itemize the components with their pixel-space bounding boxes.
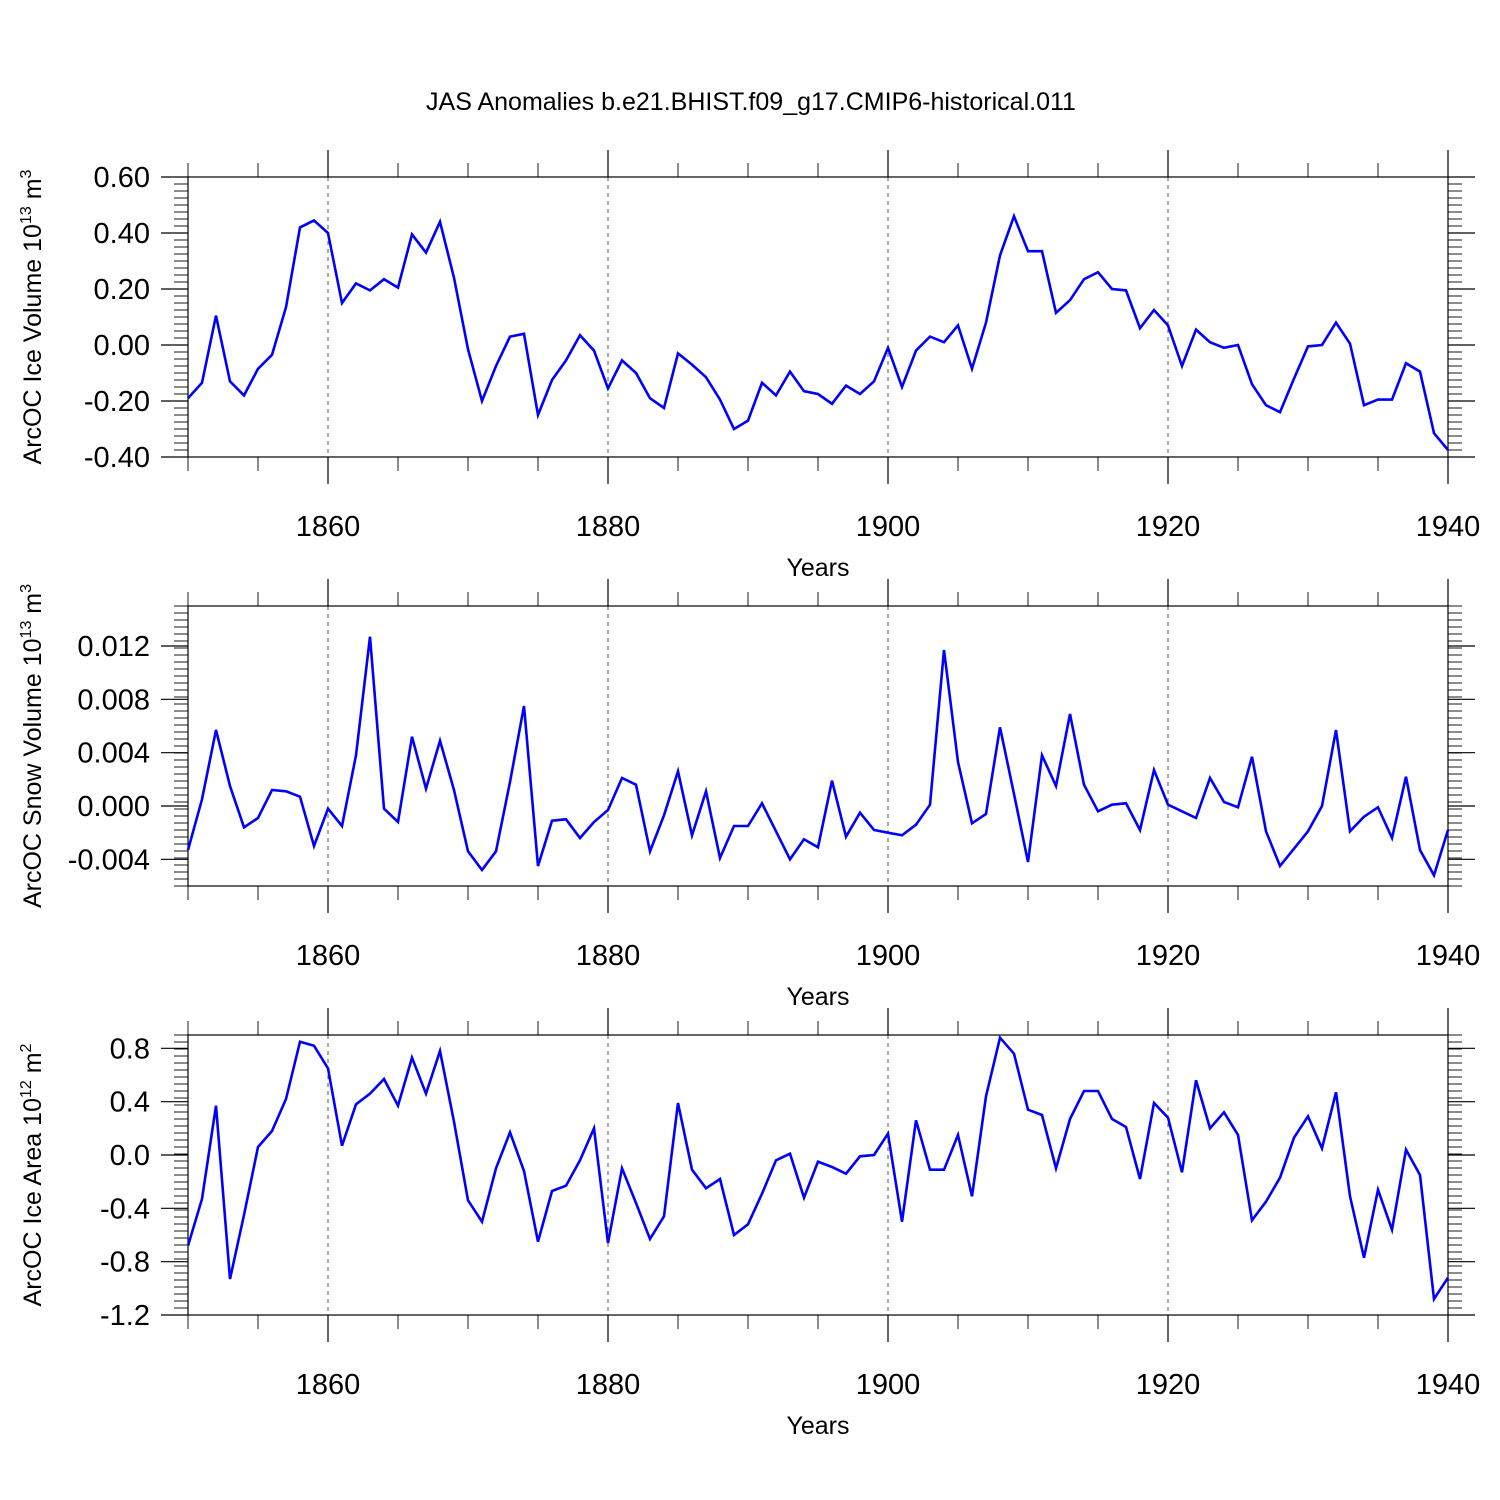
x-tick-label: 1940 <box>1416 511 1481 543</box>
series-line <box>186 636 1450 879</box>
panel-3: -1.2 -0.8 -0.4 0.0 0.4 0.8 1860 1880 1900 1920 194… <box>18 1008 1480 1440</box>
x-tick-label: 1940 <box>1416 1369 1481 1401</box>
series-line <box>187 212 1449 451</box>
x-tick-label: 1880 <box>576 511 641 543</box>
y-tick-label: 0.000 <box>77 791 150 823</box>
y-tick-label: -0.4 <box>100 1193 150 1225</box>
x-tick-label: 1880 <box>576 940 641 972</box>
x-tick-label: 1920 <box>1136 511 1201 543</box>
series-line <box>186 1034 1450 1303</box>
x-tick-label: 1860 <box>296 1369 361 1401</box>
y-tick-label: 0.008 <box>77 684 150 716</box>
y-tick-label: 0.60 <box>94 162 150 194</box>
y-tick-label: -0.40 <box>84 442 150 474</box>
x-tick-label: 1900 <box>856 511 921 543</box>
y-tick-label: -0.004 <box>68 844 150 876</box>
panels: -0.40 -0.20 0.00 0.20 0.40 0.60 1860 1880 1900 19… <box>18 150 1480 1440</box>
x-axis-label: Years <box>786 1412 849 1440</box>
y-axis-label: ArcOC Ice Area 1012 m2 <box>18 1043 47 1306</box>
chart-title: JAS Anomalies b.e21.BHIST.f09_g17.CMIP6-… <box>426 88 1076 116</box>
y-tick-label: 0.8 <box>110 1033 150 1065</box>
y-tick-label: 0.004 <box>77 738 150 770</box>
y-tick-label: 0.0 <box>110 1140 150 1172</box>
x-tick-label: 1900 <box>856 940 921 972</box>
x-axis-label: Years <box>786 554 849 582</box>
y-axis-label: ArcOC Ice Volume 1013 m3 <box>18 169 47 464</box>
x-tick-label: 1920 <box>1136 1369 1201 1401</box>
panel-1: -0.40 -0.20 0.00 0.20 0.40 0.60 1860 1880 1900 19… <box>18 150 1480 582</box>
x-axis-label: Years <box>786 983 849 1011</box>
x-tick-label: 1860 <box>296 940 361 972</box>
x-tick-label: 1900 <box>856 1369 921 1401</box>
y-tick-label: 0.20 <box>94 274 150 306</box>
y-tick-label: 0.00 <box>94 330 150 362</box>
y-tick-label: 0.40 <box>94 218 150 250</box>
panel-2: -0.004 0.000 0.004 0.008 0.012 1860 1880 1900 19… <box>18 579 1480 1011</box>
x-tick-label: 1940 <box>1416 940 1481 972</box>
y-tick-label: -0.20 <box>84 386 150 418</box>
y-axis-label: ArcOC Snow Volume 1013 m3 <box>18 584 47 908</box>
y-tick-label: -1.2 <box>100 1300 150 1332</box>
y-tick-label: -0.8 <box>100 1247 150 1279</box>
x-tick-label: 1880 <box>576 1369 641 1401</box>
y-tick-label: 0.012 <box>77 631 150 663</box>
x-tick-label: 1860 <box>296 511 361 543</box>
y-tick-label: 0.4 <box>110 1087 150 1119</box>
x-tick-label: 1920 <box>1136 940 1201 972</box>
